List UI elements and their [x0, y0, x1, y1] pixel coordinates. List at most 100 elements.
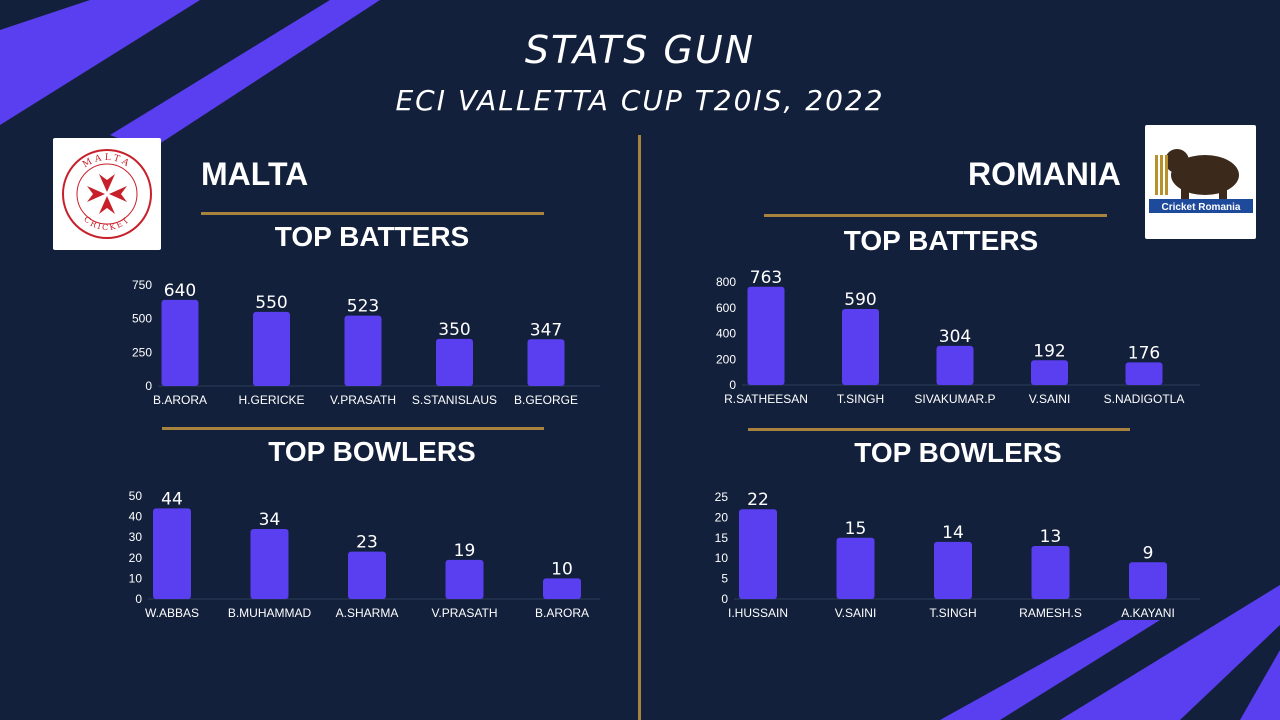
bar	[936, 345, 974, 385]
bar	[527, 339, 565, 386]
category-label: A.KAYANI	[1121, 606, 1175, 620]
maltese-cross-icon: MALTA CRICKET	[62, 149, 152, 239]
malta-batters-chart: 0 250 500 750 640 B.ARORA 550 H.GERICKE 523 V.PRA…	[132, 278, 600, 407]
data-label: 44	[161, 489, 183, 509]
category-label: T.SINGH	[837, 392, 884, 406]
team-underline-right	[764, 214, 1107, 217]
left-section-divider	[162, 427, 544, 430]
bar	[445, 559, 484, 599]
y-tick-label: 40	[129, 510, 143, 524]
malta-cricket-logo: MALTA CRICKET	[53, 138, 161, 250]
team-name-right: ROMANIA	[968, 156, 1121, 192]
bar	[1031, 545, 1070, 599]
data-label: 13	[1040, 527, 1062, 547]
data-label: 550	[255, 293, 287, 313]
y-tick-label: 500	[132, 312, 152, 326]
category-label: V.PRASATH	[431, 606, 497, 620]
category-label: R.SATHEESAN	[724, 392, 808, 406]
category-label: B.GEORGE	[514, 393, 578, 407]
data-label: 10	[551, 559, 573, 579]
category-label: B.MUHAMMAD	[228, 606, 312, 620]
y-tick-label: 20	[129, 551, 143, 565]
svg-text:MALTA: MALTA	[81, 153, 133, 171]
data-label: 22	[747, 490, 769, 510]
malta-bowlers-chart: 0 10 20 30 40 50 44 W.ABBAS 34 B.MUHAMMAD 23 A.SHAR…	[129, 489, 600, 620]
data-label: 14	[942, 523, 964, 543]
category-label: A.SHARMA	[336, 606, 399, 620]
data-label: 347	[530, 320, 562, 340]
bar	[161, 299, 199, 386]
y-tick-label: 600	[716, 301, 736, 315]
bar	[1031, 360, 1068, 385]
logo-text-bottom: CRICKET	[82, 215, 130, 233]
y-tick-label: 20	[715, 510, 729, 524]
category-label: S.NADIGOTLA	[1104, 392, 1185, 406]
bear-cricket-icon: Cricket Romania	[1149, 149, 1253, 213]
y-tick-label: 800	[716, 275, 736, 289]
y-tick-label: 5	[721, 572, 728, 586]
cricket-romania-logo: Cricket Romania	[1145, 125, 1256, 239]
y-tick-label: 10	[715, 551, 729, 565]
left-bowlers-title: TOP BOWLERS	[268, 436, 476, 467]
category-label: V.SAINI	[835, 606, 877, 620]
bar	[842, 309, 879, 385]
data-label: 23	[356, 533, 378, 553]
bar	[739, 509, 777, 599]
category-label: B.ARORA	[535, 606, 589, 620]
category-label: V.PRASATH	[330, 393, 396, 407]
bar	[250, 528, 289, 599]
right-batters-title: TOP BATTERS	[843, 225, 1039, 256]
data-label: 176	[1128, 343, 1160, 363]
y-tick-label: 0	[135, 592, 142, 606]
category-label: W.ABBAS	[145, 606, 199, 620]
bar	[1129, 562, 1167, 599]
category-label: T.SINGH	[929, 606, 976, 620]
bar	[253, 311, 290, 386]
right-section-divider	[748, 428, 1130, 431]
y-tick-label: 0	[721, 592, 728, 606]
category-label: RAMESH.S	[1019, 606, 1082, 620]
data-label: 304	[939, 327, 971, 347]
bar	[836, 537, 875, 599]
data-label: 640	[164, 281, 196, 301]
y-tick-label: 750	[132, 278, 152, 292]
category-label: SIVAKUMAR.P	[914, 392, 995, 406]
right-bowlers-title: TOP BOWLERS	[854, 437, 1062, 468]
team-underline-left	[201, 212, 544, 215]
bar	[348, 551, 386, 599]
data-label: 192	[1033, 341, 1065, 361]
category-label: S.STANISLAUS	[412, 393, 497, 407]
y-tick-label: 250	[132, 345, 152, 359]
left-batters-title: TOP BATTERS	[274, 221, 470, 252]
logo-text-top: MALTA	[81, 153, 130, 171]
category-label: B.ARORA	[153, 393, 207, 407]
data-label: 763	[750, 268, 782, 288]
category-label: H.GERICKE	[238, 393, 304, 407]
y-tick-label: 10	[129, 571, 143, 585]
data-label: 34	[259, 510, 281, 530]
data-label: 15	[845, 519, 867, 539]
team-name-left: MALTA	[201, 156, 309, 192]
data-label: 350	[438, 320, 470, 340]
svg-text:CRICKET: CRICKET	[82, 215, 132, 233]
data-label: 9	[1143, 543, 1154, 563]
bar	[747, 286, 785, 385]
y-tick-label: 200	[716, 352, 736, 366]
y-tick-label: 0	[729, 378, 736, 392]
data-label: 19	[454, 541, 476, 561]
bar	[436, 338, 473, 386]
y-tick-label: 25	[715, 490, 729, 504]
bar	[1125, 362, 1163, 385]
bar	[153, 508, 191, 599]
page-title: STATS GUN	[524, 28, 756, 72]
y-tick-label: 0	[145, 379, 152, 393]
y-tick-label: 30	[129, 530, 143, 544]
data-label: 590	[844, 290, 876, 310]
logo-text: Cricket Romania	[1162, 202, 1241, 213]
category-label: I.HUSSAIN	[728, 606, 788, 620]
category-label: V.SAINI	[1029, 392, 1071, 406]
romania-batters-chart: 0 200 400 600 800 763 R.SATHEESAN 590 T.SINGH 304…	[716, 268, 1200, 406]
romania-bowlers-chart: 0 5 10 15 20 25 22 I.HUSSAIN 15 V.SAINI 14 T.SINGH 1…	[715, 490, 1200, 620]
y-tick-label: 50	[129, 489, 143, 503]
